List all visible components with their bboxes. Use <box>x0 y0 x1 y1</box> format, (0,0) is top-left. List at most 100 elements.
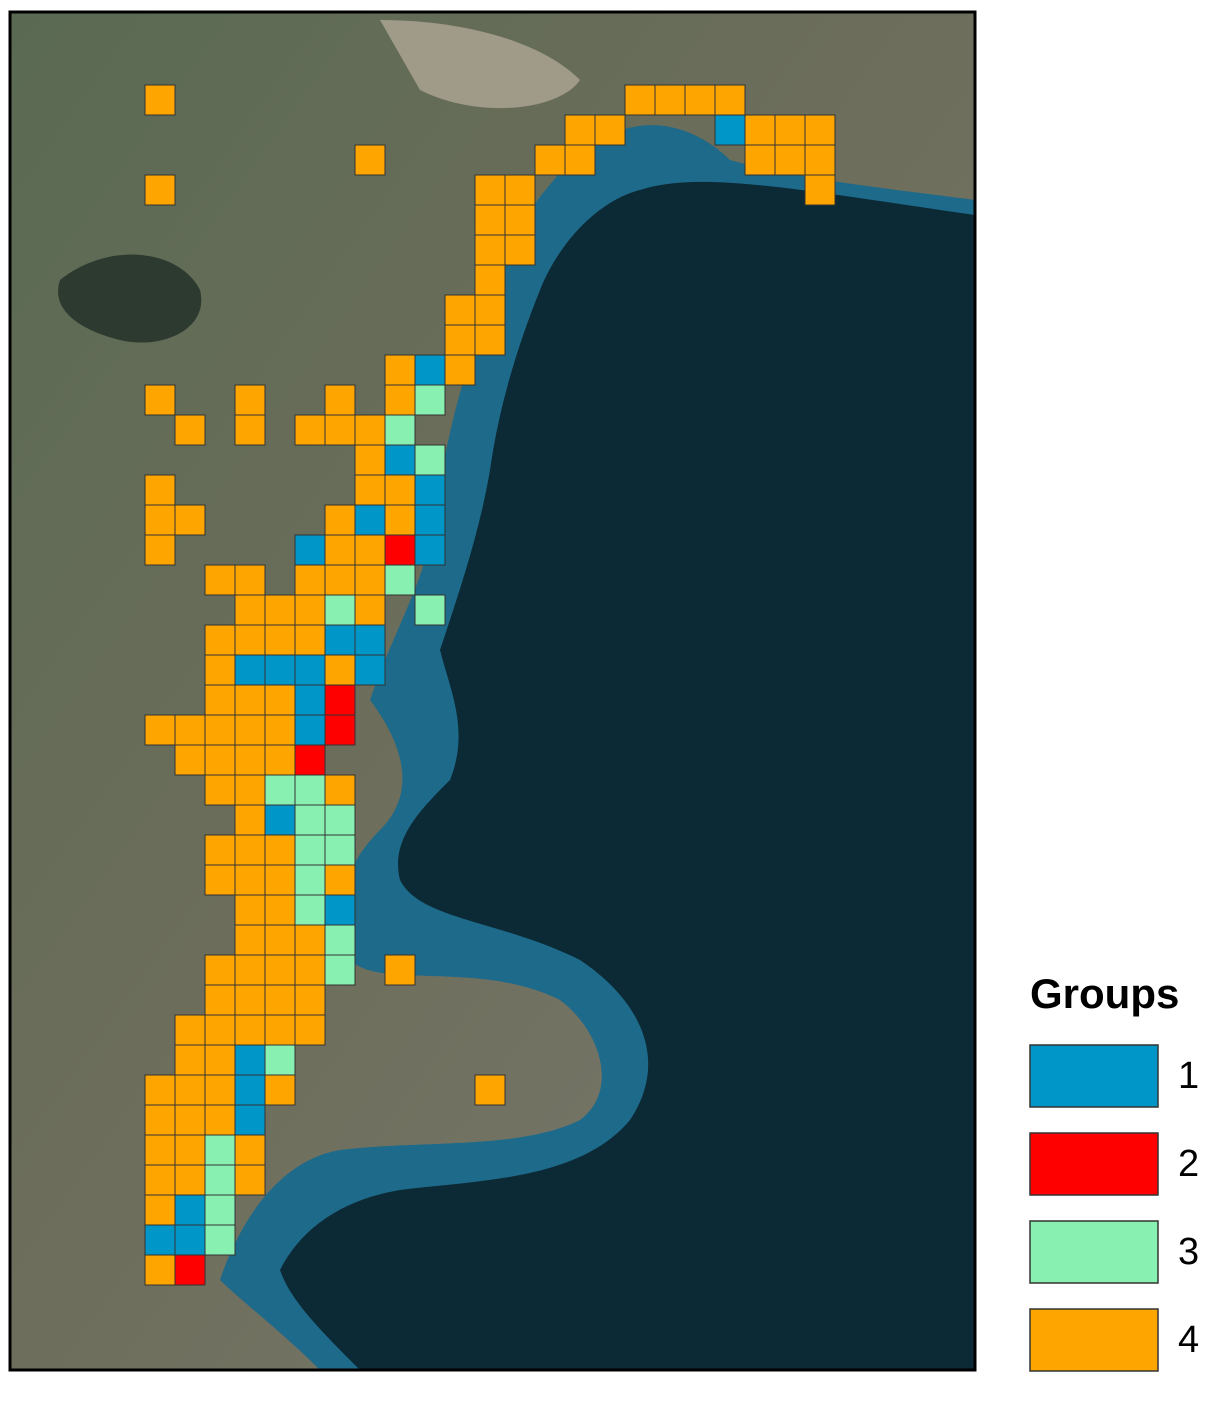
grid-cell <box>324 624 356 656</box>
grid-cell <box>204 744 236 776</box>
grid-cell <box>354 414 386 446</box>
grid-cell <box>294 804 326 836</box>
grid-cell <box>204 984 236 1016</box>
grid-cell <box>324 924 356 956</box>
legend: 1 2 3 4 <box>1029 1044 1199 1372</box>
grid-cell <box>264 1014 296 1046</box>
grid-cell <box>414 384 446 416</box>
grid-cell <box>144 1224 176 1256</box>
grid-cell <box>174 504 206 536</box>
grid-cell <box>204 1104 236 1136</box>
grid-cell <box>144 474 176 506</box>
grid-cell <box>264 684 296 716</box>
grid-cell <box>354 654 386 686</box>
grid-cell <box>414 534 446 566</box>
grid-cell <box>474 174 506 206</box>
grid-cell <box>204 624 236 656</box>
grid-cell <box>324 384 356 416</box>
grid-cell <box>204 834 236 866</box>
grid-cell <box>294 714 326 746</box>
grid-cell <box>234 1074 266 1106</box>
grid-cell <box>534 144 566 176</box>
grid-cell <box>474 294 506 326</box>
grid-cells <box>144 84 836 1286</box>
grid-cell <box>744 114 776 146</box>
grid-cell <box>144 1254 176 1286</box>
grid-cell <box>354 594 386 626</box>
grid-cell <box>264 864 296 896</box>
grid-cell <box>384 534 416 566</box>
grid-cell <box>324 714 356 746</box>
grid-cell <box>264 804 296 836</box>
grid-cell <box>204 1194 236 1226</box>
grid-cell <box>324 774 356 806</box>
grid-cell <box>504 234 536 266</box>
grid-cell <box>324 804 356 836</box>
grid-cell <box>294 654 326 686</box>
grid-cell <box>354 534 386 566</box>
grid-cell <box>204 654 236 686</box>
grid-cell <box>294 414 326 446</box>
legend-swatch <box>1029 1132 1159 1196</box>
grid-cell <box>234 744 266 776</box>
grid-cell <box>654 84 686 116</box>
grid-cell <box>144 84 176 116</box>
grid-cell <box>294 534 326 566</box>
grid-cell <box>384 384 416 416</box>
grid-cell <box>234 1014 266 1046</box>
grid-cell <box>384 564 416 596</box>
grid-cell <box>204 1224 236 1256</box>
grid-cell <box>174 1074 206 1106</box>
grid-cell <box>264 894 296 926</box>
grid-cell <box>174 1044 206 1076</box>
grid-cell <box>354 474 386 506</box>
legend-swatch <box>1029 1220 1159 1284</box>
grid-cell <box>294 924 326 956</box>
grid-cell <box>234 864 266 896</box>
grid-cell <box>174 714 206 746</box>
grid-cell <box>204 954 236 986</box>
grid-cell <box>144 1074 176 1106</box>
grid-cell <box>504 174 536 206</box>
grid-cell <box>234 624 266 656</box>
grid-cell <box>354 624 386 656</box>
grid-cell <box>564 114 596 146</box>
grid-cell <box>234 804 266 836</box>
grid-cell <box>174 744 206 776</box>
grid-cell <box>264 954 296 986</box>
grid-cell <box>174 1014 206 1046</box>
grid-cell <box>294 894 326 926</box>
grid-cell <box>264 744 296 776</box>
grid-cell <box>234 564 266 596</box>
grid-cell <box>294 594 326 626</box>
grid-cell <box>144 1164 176 1196</box>
grid-cell <box>384 954 416 986</box>
grid-cell <box>324 534 356 566</box>
grid-cell <box>204 714 236 746</box>
grid-cell <box>234 954 266 986</box>
grid-cell <box>234 1044 266 1076</box>
grid-cell <box>684 84 716 116</box>
grid-cell <box>294 744 326 776</box>
grid-cell <box>294 1014 326 1046</box>
grid-cell <box>144 714 176 746</box>
grid-cell <box>564 144 596 176</box>
grid-cell <box>264 774 296 806</box>
grid-cell <box>414 504 446 536</box>
grid-cell <box>474 264 506 296</box>
grid-cell <box>474 324 506 356</box>
legend-label: 2 <box>1178 1143 1199 1185</box>
map-frame <box>8 10 977 1372</box>
grid-cell <box>294 834 326 866</box>
grid-cell <box>234 594 266 626</box>
grid-cell <box>174 414 206 446</box>
grid-cell <box>354 144 386 176</box>
legend-swatch <box>1029 1044 1159 1108</box>
grid-cell <box>174 1194 206 1226</box>
grid-cell <box>294 984 326 1016</box>
grid-cell <box>624 84 656 116</box>
grid-cell <box>444 294 476 326</box>
legend-label: 3 <box>1178 1231 1199 1273</box>
grid-cell <box>324 954 356 986</box>
